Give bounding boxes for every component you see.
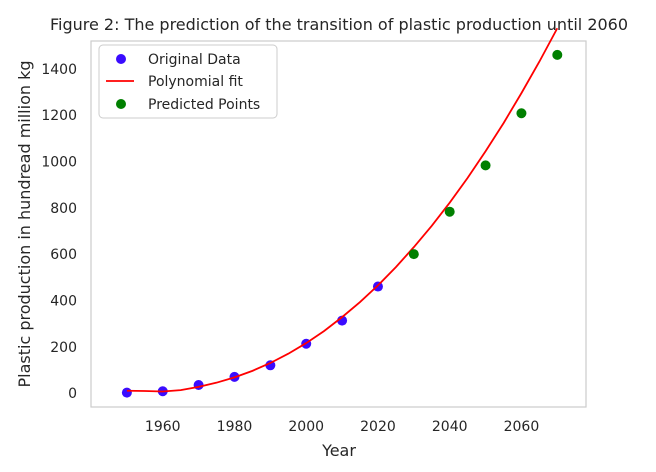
original-data-point <box>265 360 276 371</box>
y-tick-label: 200 <box>50 340 77 356</box>
y-tick-label: 800 <box>50 201 77 217</box>
y-axis-ticks: 0 200 400 600 800 1000 1200 1400 <box>41 62 77 402</box>
x-axis-ticks: 1960 1980 2000 2020 2040 2060 <box>145 419 539 435</box>
legend-label-predicted-points: Predicted Points <box>148 97 260 113</box>
predicted-point <box>552 49 563 60</box>
x-tick-label: 2040 <box>432 419 468 435</box>
plot-layer <box>121 27 563 398</box>
y-tick-label: 1200 <box>41 108 77 124</box>
legend-label-polynomial-fit: Polynomial fit <box>148 74 243 90</box>
predicted-point <box>516 108 527 119</box>
x-tick-label: 1960 <box>145 419 181 435</box>
y-tick-label: 600 <box>50 247 77 263</box>
x-tick-label: 2060 <box>504 419 540 435</box>
y-tick-label: 0 <box>68 386 77 402</box>
legend: Original Data Polynomial fit Predicted P… <box>98 44 278 119</box>
y-tick-label: 400 <box>50 293 77 309</box>
predicted-point <box>408 249 419 260</box>
x-tick-label: 2020 <box>360 419 396 435</box>
predicted-point <box>480 160 491 171</box>
original-data-point <box>121 387 132 398</box>
x-axis-label: Year <box>321 441 356 460</box>
chart-title: Figure 2: The prediction of the transiti… <box>50 15 628 34</box>
legend-label-original-data: Original Data <box>148 52 241 68</box>
polynomial-fit-line <box>126 27 559 393</box>
y-axis-label: Plastic production in hundread million k… <box>15 60 34 387</box>
y-tick-label: 1400 <box>41 62 77 78</box>
x-tick-label: 2000 <box>288 419 324 435</box>
x-tick-label: 1980 <box>217 419 253 435</box>
original-data-point <box>193 379 204 390</box>
y-tick-label: 1000 <box>41 154 77 170</box>
predicted-point <box>444 206 455 217</box>
legend-marker-predicted-points <box>116 99 126 109</box>
legend-box <box>98 44 278 119</box>
legend-marker-original-data <box>116 54 126 64</box>
